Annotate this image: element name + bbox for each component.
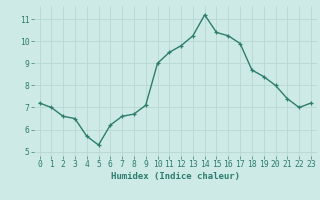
X-axis label: Humidex (Indice chaleur): Humidex (Indice chaleur) [111,172,240,181]
